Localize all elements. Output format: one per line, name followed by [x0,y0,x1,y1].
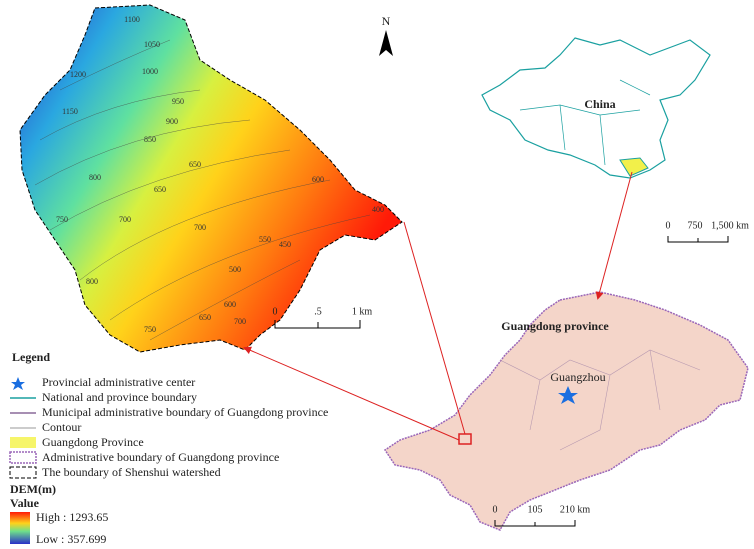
dem-high: High : 1293.65 [36,510,108,524]
contour-label: 900 [166,117,178,126]
dem-ramp [10,512,30,544]
legend-label: Contour [42,420,81,434]
legend-symbol [11,377,25,390]
link-arrow [243,346,460,441]
contour-label: 650 [189,160,201,169]
scale-label: 1,500 km [711,220,749,231]
watershed [19,4,403,353]
contour-label: 850 [144,135,156,144]
capital-star [558,386,578,404]
legend-label: Provincial administrative center [42,375,195,389]
contour-label: 550 [259,235,271,244]
contour-label: 950 [172,97,184,106]
contour-label: 1150 [62,107,78,116]
contour-label: 650 [199,313,211,322]
legend-symbol [10,437,36,448]
contour-label: 650 [154,185,166,194]
legend-label: The boundary of Shenshui watershed [42,465,221,479]
north-arrow [379,30,393,56]
contour-label: 400 [372,205,384,214]
scale-label: 105 [528,504,543,515]
legend-label: National and province boundary [42,390,197,404]
scale-label: .5 [314,306,322,317]
north-label: N [382,14,391,28]
contours [34,39,371,341]
scale-label: 0 [666,220,671,231]
scale-label: 1 km [352,306,373,317]
contour-label: 750 [144,325,156,334]
province-lines [519,79,651,166]
contour-label: 600 [312,175,324,184]
contour-label: 800 [89,173,101,182]
scale-label: 0 [493,504,498,515]
dem-low: Low : 357.699 [36,532,106,546]
legend-label: Administrative boundary of Guangdong pro… [42,450,279,464]
legend-symbol [9,451,37,464]
dem-subtitle: Value [10,496,40,510]
scale-label: 750 [688,220,703,231]
legend-title: Legend [12,350,50,364]
legend-label: Municipal administrative boundary of Gua… [42,405,328,419]
contour-label: 1050 [144,40,160,49]
legend-label: Guangdong Province [42,435,144,449]
contour-label: 450 [279,240,291,249]
legend-symbol [9,466,37,479]
contour-label: 1200 [70,70,86,79]
contour-label: 600 [224,300,236,309]
china-label: China [584,97,615,111]
china-scale [667,236,729,243]
contour-label: 700 [119,215,131,224]
guangdong-scale [494,520,576,527]
contour-label: 800 [86,277,98,286]
city-label: Guangzhou [550,370,605,384]
dem-title: DEM(m) [10,482,56,496]
province-label: Guangdong province [501,319,609,333]
watershed-scale [274,320,361,329]
municipal-boundaries [499,349,701,451]
link-arrow [595,171,633,300]
contour-label: 750 [56,215,68,224]
contour-label: 1100 [124,15,140,24]
scale-label: 210 km [560,504,591,515]
contour-label: 1000 [142,67,158,76]
contour-label: 500 [229,265,241,274]
guangdong-in-china [619,157,649,177]
contour-label: 700 [234,317,246,326]
link-line [403,221,466,435]
guangdong-map [383,291,749,531]
contour-label: 700 [194,223,206,232]
scale-label: 0 [273,306,278,317]
